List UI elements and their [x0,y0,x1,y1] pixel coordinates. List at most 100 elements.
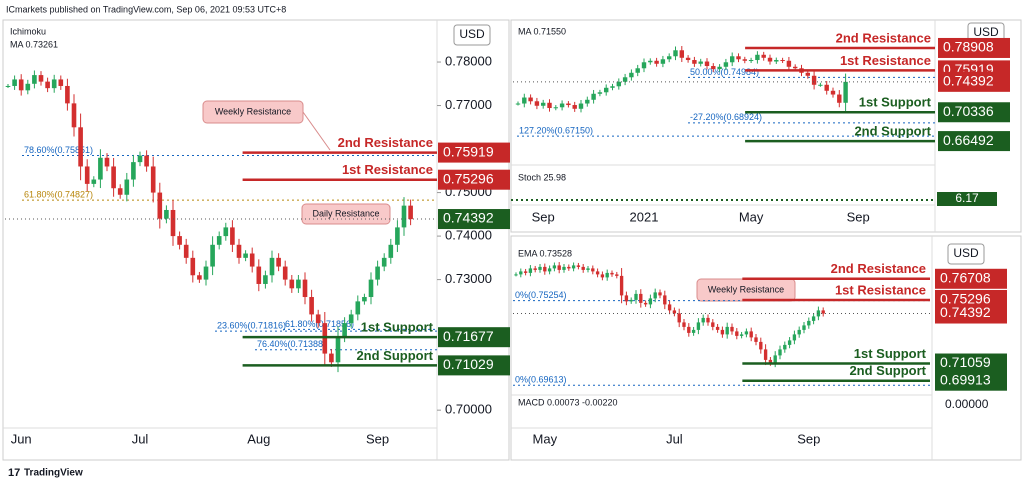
candle [774,60,779,62]
candle [615,274,619,276]
candle [302,279,308,298]
price-label: 0.74392 [443,210,494,226]
level-label: 2nd Resistance [836,30,931,45]
level-label: 2nd Resistance [831,261,926,276]
candle [696,322,701,330]
candle [691,329,696,333]
candle [692,60,697,64]
candle [183,244,189,258]
price-box [438,142,510,163]
candle [711,66,716,70]
candle [654,60,659,64]
candle [528,268,533,273]
candle [388,244,394,258]
candle [543,266,547,272]
candle [395,227,400,245]
candle [5,85,11,87]
candle [780,60,785,62]
x-tick-label: Sep [366,431,389,446]
candle [249,253,255,267]
candle [748,60,754,62]
annotation-box [301,203,391,225]
candle [210,244,215,267]
candle [677,313,681,323]
candle [203,266,209,280]
candle [742,59,748,61]
candle [533,268,537,270]
candle [25,83,31,91]
candle [131,162,136,180]
candle [816,310,821,317]
candle [763,349,768,360]
candle [717,66,722,70]
candle [578,103,584,109]
candle [256,266,262,284]
candle [335,336,341,363]
fib-label: 61.80%(0.74827) [24,189,93,199]
level-label: 2nd Support [854,124,931,139]
candle [759,341,763,350]
candle [150,166,156,193]
x-tick-label: 2021 [630,209,659,224]
candle [65,85,70,104]
candle [610,272,614,275]
candle [528,97,533,102]
candle [164,209,169,219]
indicator-label: Stoch 25.98 [518,172,566,182]
candle [408,205,413,220]
candle [523,271,528,273]
candle [648,298,653,305]
candle [783,344,787,350]
candle [605,272,609,278]
candle [401,205,407,228]
level-label: 1st Support [859,95,932,110]
candle [572,105,577,109]
level-label: 1st Resistance [835,282,926,297]
candle [600,274,605,278]
candle [223,227,229,237]
candle [698,61,703,64]
candle [744,331,749,335]
candle [553,107,559,109]
price-label: 0.66492 [943,132,994,148]
candle [282,266,288,280]
candle [289,279,295,289]
price-label: 0.75919 [443,143,494,159]
candle [98,157,103,180]
candle [622,77,628,82]
candle [685,57,691,61]
candle [706,317,710,323]
currency: USD [953,246,979,260]
candle [673,50,678,57]
candle [787,340,792,345]
level-label: 1st Support [854,346,927,361]
fib-label: 0%(0.69613) [515,375,567,385]
candle [78,127,83,167]
candle [91,179,97,184]
candle [538,266,542,270]
candle [818,84,823,86]
candle [519,271,523,275]
candle [701,317,705,323]
price-box [938,131,1010,152]
candle [348,314,354,324]
candle [104,157,110,167]
candle [736,56,741,60]
footer-text: TradingView [24,468,83,479]
candle [658,292,662,296]
candle [792,66,798,69]
candle [837,94,842,103]
candle [559,103,565,108]
fib-label: -27.20%(0.68924) [690,112,762,122]
price-box [935,370,1007,391]
candle [704,61,710,67]
candle [269,257,275,276]
x-tick-label: Aug [247,431,270,446]
candle [739,334,744,336]
candle [786,60,792,67]
candle [639,293,643,303]
currency: USD [459,27,485,41]
candle [687,326,691,333]
candle [821,310,825,314]
